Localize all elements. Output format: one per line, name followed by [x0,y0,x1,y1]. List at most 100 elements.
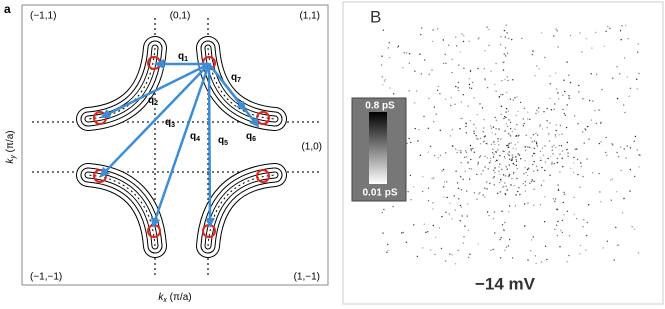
noise-dot [535,132,537,135]
q-sub: 7 [237,77,241,84]
noise-dot [455,85,457,88]
noise-dot [586,221,589,224]
noise-dot [381,211,383,214]
noise-dot [524,184,526,187]
noise-dot [491,151,494,154]
noise-dot [585,234,588,237]
noise-dot [612,77,614,79]
noise-dot [508,205,511,207]
noise-dot [595,31,597,34]
noise-dot [494,172,496,174]
noise-dot [461,215,463,217]
noise-dot [621,212,624,214]
noise-dot [498,170,500,172]
noise-dot [562,201,564,204]
noise-dot [576,148,578,150]
noise-dot [606,240,609,242]
noise-dot [591,172,594,174]
noise-dot [443,186,445,188]
noise-dot [464,156,466,158]
noise-dot [514,97,516,99]
noise-dot [557,189,560,191]
noise-dot [505,246,508,248]
noise-dot [454,103,456,106]
noise-dot [507,153,509,155]
noise-dot [477,38,479,40]
noise-dot [422,247,424,249]
noise-dot [497,149,499,151]
noise-dot [578,84,580,87]
noise-dot [427,187,430,189]
noise-dot [387,250,389,252]
noise-dot [633,140,635,142]
noise-dot [507,144,509,146]
noise-dot [494,116,496,119]
noise-dot [486,181,488,183]
noise-dot [448,213,451,215]
noise-dot [423,115,425,118]
noise-dot [524,159,526,162]
noise-dot [570,167,572,170]
noise-dot [556,157,559,160]
noise-dot [556,234,559,237]
noise-dot [629,147,632,149]
noise-dot [446,181,448,183]
noise-dot [553,162,555,165]
noise-dot [625,157,627,159]
noise-dot [566,210,569,212]
noise-dot [459,175,462,178]
noise-dot [518,154,521,157]
bias-label: −14 mV [475,274,536,293]
noise-dot [509,98,512,100]
noise-dot [488,162,491,164]
noise-dot [466,190,468,192]
noise-dot [468,167,471,170]
noise-dot [508,158,511,160]
noise-dot [414,102,416,104]
noise-dot [540,261,543,263]
noise-dot [517,153,519,155]
noise-dot [499,173,501,175]
noise-dot [507,175,510,178]
panel-a-frame [21,4,329,286]
noise-dot [523,107,526,110]
noise-dot [454,263,457,265]
noise-dot [449,135,452,137]
noise-dot [595,122,598,125]
noise-dot [503,53,505,55]
noise-dot [592,100,594,102]
noise-dot [612,144,614,146]
noise-dot [445,98,447,101]
noise-dot [441,170,443,172]
q-label: q7 [231,72,241,84]
noise-dot [620,39,622,41]
noise-dot [539,150,542,153]
noise-dot [532,236,534,238]
noise-dot [464,225,466,227]
noise-dot [605,151,607,154]
noise-dot [421,27,423,29]
noise-dot [551,161,553,163]
noise-dot [481,107,484,109]
noise-dot [470,87,473,90]
noise-dot [580,162,582,164]
q-label: q5 [218,135,228,147]
noise-dot [459,204,462,207]
noise-dot [506,91,508,94]
noise-dot [439,93,441,95]
noise-dot [499,94,502,96]
noise-dot [472,147,474,150]
noise-dot [563,191,565,194]
noise-dot [420,73,423,75]
noise-dot [498,96,501,98]
noise-dot [422,190,424,193]
noise-dot [449,202,451,204]
noise-dot [501,168,503,171]
q-base: q [246,131,252,142]
noise-dot [638,166,640,168]
noise-dot [410,199,412,201]
noise-dot [629,190,631,192]
noise-dot [488,28,490,31]
noise-dot [457,149,459,151]
noise-dot [563,214,565,216]
